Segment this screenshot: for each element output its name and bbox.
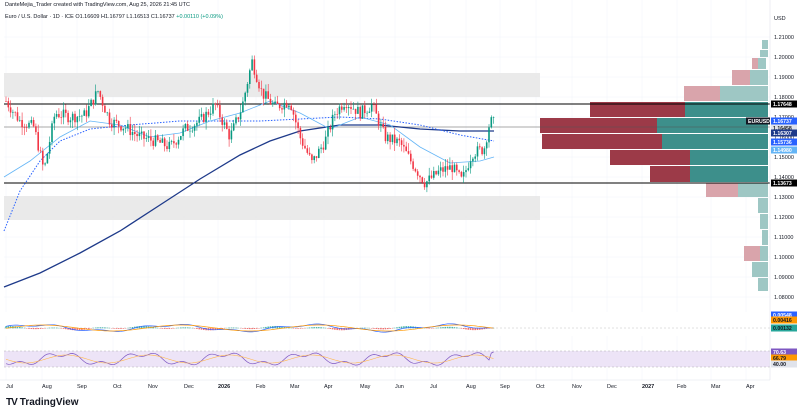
support-zone	[4, 196, 540, 220]
price-tick: 1.11000	[774, 235, 793, 241]
price-tick: 1.15000	[774, 155, 794, 161]
time-tick: Sep	[77, 384, 87, 390]
time-tick: Dec	[184, 384, 194, 390]
time-tick: Mar	[290, 384, 300, 390]
price-tick: 1.08000	[774, 295, 794, 301]
time-tick: Dec	[607, 384, 617, 390]
price-tag-text: 1.13673	[773, 181, 792, 187]
time-tick: 2026	[218, 384, 230, 390]
time-axis[interactable]: Jul Aug Sep Oct Nov Dec 2026 Feb Mar Apr May Jun Jul…	[6, 384, 755, 390]
price-tag-text: 1.17648	[773, 102, 792, 108]
tradingview-logo-icon: TV	[6, 397, 17, 408]
price-tick: 1.18000	[774, 95, 794, 101]
ohlc-values: O1.16609 H1.16797 L1.16513 C1.16737	[75, 14, 174, 20]
price-tag-text: 0.00132	[773, 326, 792, 332]
brand-name: TradingView	[20, 397, 79, 408]
price-tag-text: 1.14980	[773, 148, 792, 154]
currency-label: USD	[774, 16, 786, 22]
time-tick: Oct	[536, 384, 545, 390]
price-tag-text: 1.16737	[773, 119, 792, 125]
price-tick: 1.10000	[774, 255, 794, 261]
tradingview-brand[interactable]: TV TradingView	[6, 397, 79, 408]
time-tick: Jun	[395, 384, 404, 390]
ma-50-line	[4, 101, 494, 177]
volume-profile	[540, 40, 768, 291]
price-tick: 1.19000	[774, 75, 794, 81]
symbol-name: Euro / U.S. Dollar · 1D · ICE	[5, 14, 74, 20]
time-tick: May	[360, 384, 371, 390]
macd-pane	[4, 312, 770, 336]
price-tag-text: 1.16307	[773, 131, 792, 137]
chart-credit: DanteMejia_Trader created with TradingVi…	[5, 2, 190, 8]
time-tick: Apr	[324, 384, 333, 390]
time-tick: Aug	[466, 384, 476, 390]
price-tick: 1.13000	[774, 195, 794, 201]
resistance-zone	[4, 73, 540, 97]
price-tick: 1.21000	[774, 35, 794, 41]
price-tag-text: 0.00416	[773, 318, 792, 324]
time-tick: Nov	[572, 384, 582, 390]
price-tag-text: 1.15736	[773, 140, 792, 146]
price-tag-text: EURUSD	[748, 119, 770, 125]
time-tick: Oct	[113, 384, 122, 390]
time-tick: Apr	[746, 384, 755, 390]
rsi-band	[4, 351, 770, 367]
price-tag-text: 40.00	[773, 362, 786, 368]
time-tick: Mar	[711, 384, 721, 390]
price-tick: 1.09000	[774, 275, 794, 281]
price-change: +0.00110 (+0.09%)	[176, 14, 223, 20]
time-tick: Feb	[677, 384, 686, 390]
time-tick: Jul	[430, 384, 437, 390]
price-tick: 1.12000	[774, 215, 794, 221]
symbol-line: Euro / U.S. Dollar · 1D · ICE O1.16609 H…	[5, 14, 223, 20]
time-tick: Jul	[6, 384, 13, 390]
time-tick: Feb	[256, 384, 265, 390]
time-tick: 2027	[642, 384, 654, 390]
time-tick: Nov	[148, 384, 158, 390]
price-axis[interactable]: 1.210001.200001.190001.180001.170001.160…	[774, 35, 794, 301]
time-tick: Aug	[42, 384, 52, 390]
time-tick: Sep	[500, 384, 510, 390]
price-tick: 1.20000	[774, 55, 794, 61]
